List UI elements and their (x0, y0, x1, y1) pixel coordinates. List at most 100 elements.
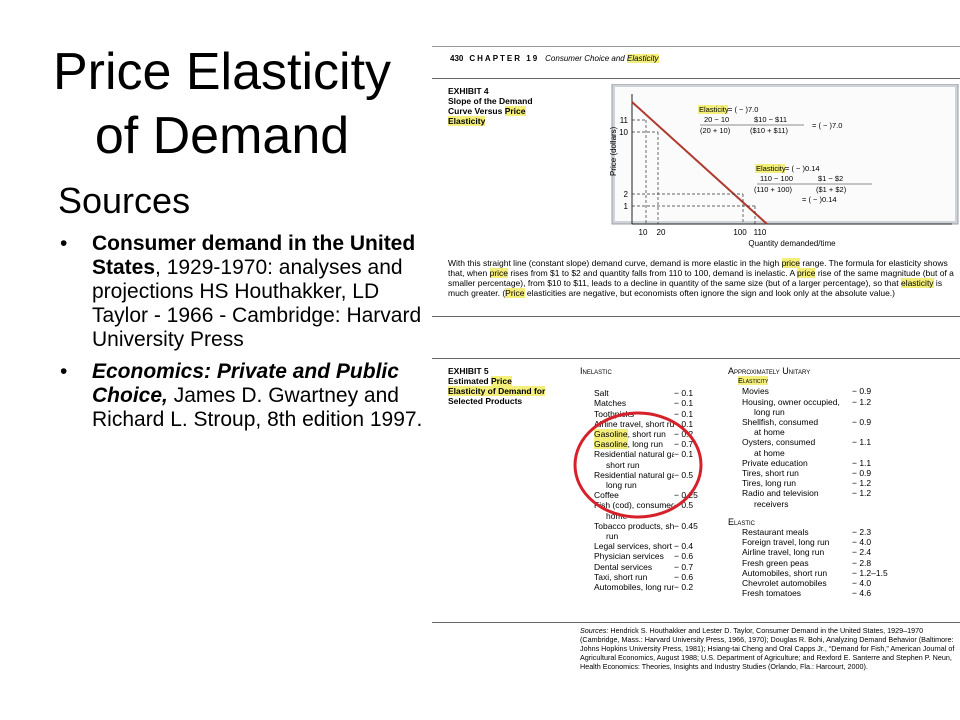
product-name: Matches (594, 398, 627, 409)
plot-area (615, 87, 955, 221)
chapter-title: Consumer Choice and Elasticity (545, 54, 659, 63)
x-axis-label: Quantity demanded/time (748, 239, 836, 248)
elasticity-value: − 0.7 (674, 561, 694, 572)
elasticity-value: − 0.2 (674, 429, 694, 440)
table-row: Automobiles, long run − 0.2 (594, 582, 718, 592)
elasticity-value: − 0.1 (674, 398, 694, 409)
table-row: at home (742, 427, 896, 437)
bullet-icon: • (60, 232, 68, 255)
product-name: Physician services (594, 551, 664, 562)
y-tick-labels: 11 10 2 1 (619, 116, 628, 211)
reference-item-1: • Consumer demand in the United States, … (60, 232, 425, 352)
table-row: receivers (742, 499, 896, 509)
elasticity-value: − 0.1 (674, 418, 694, 429)
unitary-subheading: Elasticity (738, 376, 769, 386)
elasticity-value: − 0.5 (674, 500, 694, 511)
elasticity-value: − 0.7 (674, 439, 694, 450)
product-name: Restaurant meals (742, 527, 809, 538)
product-name: Fish (cod), consumed at (594, 500, 674, 511)
product-name: Automobiles, short run (742, 567, 828, 578)
elasticity-value (852, 448, 896, 458)
table-row: Taxi, short run − 0.6 (594, 572, 718, 582)
svg-text:= ( − )7.0: = ( − )7.0 (812, 121, 842, 130)
table-row: long run (594, 480, 718, 490)
table-row: Private education − 1.1 (742, 458, 896, 468)
demand-curve (631, 101, 768, 225)
x-tick-labels: 10 20 100 110 (639, 228, 767, 237)
inelastic-column: Inelastic Salt − 0.1 Matches − 0.1 Toothpick… (580, 366, 718, 592)
product-name: Tires, short run (742, 468, 799, 479)
svg-text:Elasticity: Elasticity (699, 105, 729, 114)
table-row: Tires, short run − 0.9 (742, 468, 896, 478)
product-name: Movies (742, 386, 769, 397)
exhibit4-bottom-rule (432, 316, 960, 317)
sources-label: Sources: (580, 626, 609, 635)
svg-text:($10 + $11): ($10 + $11) (750, 126, 789, 135)
product-name: long run (606, 480, 637, 491)
elasticity-value: − 0.1 (674, 388, 694, 399)
product-name: Airline travel, long run (742, 547, 825, 558)
exhibit5-top-rule (432, 358, 960, 359)
table-row: Airline travel, short run − 0.1 (594, 419, 718, 429)
product-name: Chevrolet automobiles (742, 578, 827, 589)
product-name: Dental services (594, 561, 653, 572)
product-name: at home (754, 427, 785, 438)
table-row: Shellfish, consumed − 0.9 (742, 417, 896, 427)
formula-low-price: Elasticity = ( − )0.14 110 − 100 $1 − $2… (754, 164, 872, 204)
reference-1-details: , 1929-1970: analyses and projections HS… (92, 256, 422, 351)
svg-text:= ( − )7.0: = ( − )7.0 (728, 105, 758, 114)
elasticity-value: − 0.9 (852, 468, 872, 479)
table-row: Oysters, consumed − 1.1 (742, 437, 896, 447)
table-row: Airline travel, long run − 2.4 (742, 547, 896, 557)
product-name: short run (606, 459, 640, 470)
table-row: Salt − 0.1 (594, 388, 718, 398)
elasticity-value: − 1.2–1.5 (852, 567, 888, 578)
exhibit4-top-rule (432, 78, 960, 79)
product-name: Coffee (594, 490, 619, 501)
table-row: Fish (cod), consumed at− 0.5 (594, 500, 718, 510)
product-name: run (606, 531, 619, 542)
inelastic-heading: Inelastic (580, 366, 612, 376)
bullet-icon: • (60, 360, 68, 383)
svg-text:($1 + $2): ($1 + $2) (816, 185, 847, 194)
exhibit5-sources: Sources: Hendrick S. Houthakker and Lest… (580, 626, 960, 671)
elasticity-value: − 0.1 (674, 449, 694, 460)
product-name: Fresh tomatoes (742, 588, 802, 599)
elasticity-value (852, 407, 896, 417)
product-name: Salt (594, 388, 609, 399)
svg-text:$1 − $2: $1 − $2 (818, 174, 843, 183)
slide-title-line1: Price Elasticity (52, 43, 392, 101)
product-name: at home (754, 447, 785, 458)
product-name: Radio and television (742, 488, 819, 499)
product-name: Taxi, short run (594, 571, 648, 582)
svg-text:= ( − )0.14: = ( − )0.14 (802, 195, 837, 204)
elasticity-value: − 1.2 (852, 488, 872, 499)
table-row: Radio and television − 1.2 (742, 488, 896, 498)
svg-text:= ( − )0.14: = ( − )0.14 (785, 164, 820, 173)
product-name: Residential natural gas, (594, 469, 674, 480)
elasticity-value: − 0.25 (674, 490, 698, 501)
table-row: Fresh tomatoes − 4.6 (742, 588, 896, 598)
elasticity-value: − 1.1 (852, 457, 872, 468)
elasticity-value: − 0.45 (674, 520, 698, 531)
page-top-rule (432, 46, 960, 47)
elasticity-value: − 1.1 (852, 437, 872, 448)
table-row: Toothpicks − 0.1 (594, 409, 718, 419)
table-row: Physician services − 0.6 (594, 551, 718, 561)
unitary-column: Approximately Unitary Elasticity Movies −… (728, 366, 896, 598)
elasticity-value: − 0.2 (674, 582, 694, 593)
table-row: Restaurant meals − 2.3 (742, 527, 896, 537)
elasticity-value: − 2.8 (852, 557, 872, 568)
unitary-heading: Approximately Unitary (728, 366, 811, 376)
product-name: Private education (742, 457, 808, 468)
exhibit5-bottom-rule (432, 622, 960, 623)
reference-2-details: James D. Gwartney and Richard L. Stroup,… (92, 384, 423, 431)
elasticity-value: − 0.5 (674, 469, 694, 480)
elasticity-value: − 0.9 (852, 386, 872, 397)
product-name: Housing, owner occupied, (742, 396, 840, 407)
sources-text: Hendrick S. Houthakker and Lester D. Tay… (580, 626, 955, 671)
table-row: Residential natural gas, − 0.1 (594, 449, 718, 459)
table-row: Gasoline, short run − 0.2 (594, 429, 718, 440)
formula-high-price: Elasticity = ( − )7.0 20 − 10 $10 − $11 … (698, 105, 842, 135)
elasticity-value: − 2.3 (852, 527, 872, 538)
